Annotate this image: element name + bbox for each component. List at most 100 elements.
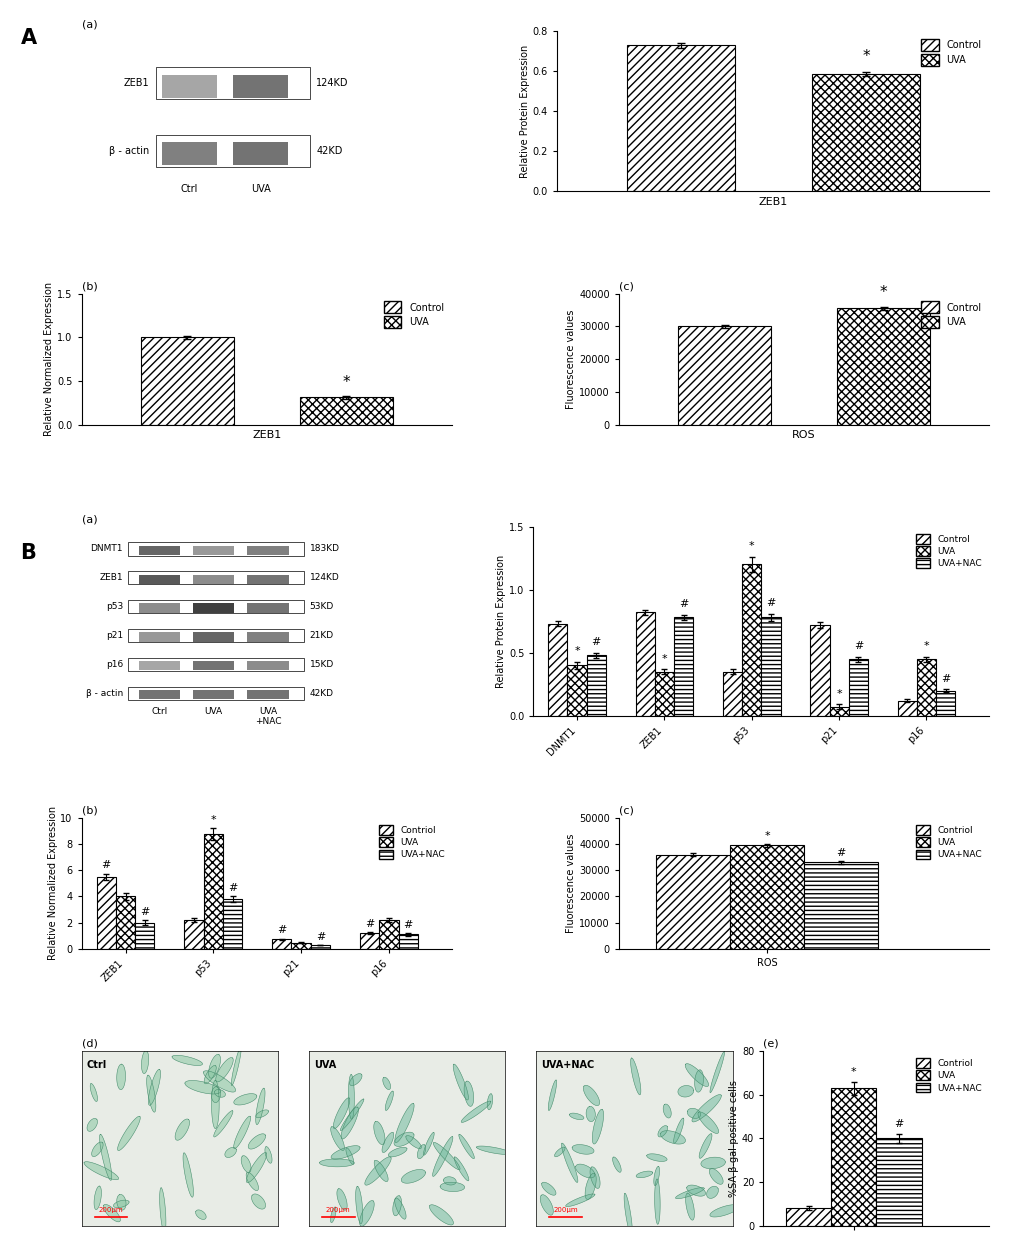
Polygon shape (330, 1126, 344, 1150)
Bar (232, 74, 288, 98)
Text: (d): (d) (82, 1038, 98, 1048)
Text: Ctrl: Ctrl (180, 184, 198, 194)
Polygon shape (586, 1106, 595, 1121)
Polygon shape (184, 1081, 220, 1094)
Bar (586, 655, 605, 715)
X-axis label: ZEB1: ZEB1 (758, 197, 787, 207)
Bar (128, 572, 304, 585)
Polygon shape (394, 1104, 414, 1143)
Bar (193, 661, 234, 670)
Bar (116, 896, 136, 949)
Text: 200μm: 200μm (326, 1208, 351, 1213)
Polygon shape (393, 1133, 414, 1146)
Polygon shape (630, 1058, 640, 1095)
Text: (b): (b) (82, 282, 97, 292)
Bar (97, 877, 116, 949)
Polygon shape (330, 1207, 335, 1223)
Text: (e): (e) (762, 1038, 779, 1048)
Polygon shape (443, 1177, 455, 1185)
Text: *: * (763, 831, 769, 841)
Text: β - actin: β - actin (109, 146, 150, 156)
Text: DNMT1: DNMT1 (91, 544, 123, 553)
X-axis label: ROS: ROS (792, 430, 815, 440)
Text: UVA
+NAC: UVA +NAC (255, 706, 281, 727)
Bar (193, 546, 234, 554)
Bar (193, 574, 234, 583)
Polygon shape (103, 1204, 120, 1222)
Polygon shape (100, 1134, 112, 1180)
Polygon shape (687, 1109, 700, 1119)
Text: (a): (a) (82, 19, 97, 29)
Text: A: A (20, 28, 37, 48)
Text: 124KD: 124KD (316, 78, 348, 88)
Polygon shape (423, 1133, 434, 1155)
Text: 42KD: 42KD (310, 689, 333, 698)
Polygon shape (340, 1107, 358, 1139)
Polygon shape (87, 1119, 98, 1131)
Polygon shape (116, 1065, 125, 1090)
Bar (248, 574, 288, 583)
Bar (193, 690, 234, 699)
Polygon shape (685, 1193, 694, 1221)
Polygon shape (204, 1071, 235, 1092)
Polygon shape (211, 1080, 219, 1129)
Bar (128, 543, 304, 556)
Text: #: # (941, 674, 950, 684)
Text: #: # (316, 931, 325, 941)
Bar (722, 671, 742, 715)
Bar (248, 546, 288, 554)
Bar (139, 661, 180, 670)
Bar (272, 939, 291, 949)
Bar (803, 862, 877, 949)
Polygon shape (365, 1156, 391, 1185)
Text: #: # (277, 925, 286, 935)
Bar (248, 690, 288, 699)
Text: *: * (210, 815, 216, 825)
Polygon shape (646, 1154, 666, 1161)
Polygon shape (662, 1104, 671, 1117)
Polygon shape (246, 1173, 258, 1190)
Bar (809, 625, 828, 715)
Polygon shape (248, 1134, 265, 1149)
Text: (b): (b) (82, 806, 97, 816)
Polygon shape (382, 1133, 393, 1153)
Polygon shape (331, 1145, 360, 1159)
Polygon shape (566, 1194, 594, 1207)
Text: 124KD: 124KD (310, 573, 339, 582)
Polygon shape (548, 1080, 556, 1110)
Polygon shape (487, 1094, 492, 1110)
Text: Ctrl: Ctrl (151, 706, 167, 715)
Legend: Contriol, UVA, UVA+NAC: Contriol, UVA, UVA+NAC (912, 822, 984, 862)
Bar (626, 45, 734, 191)
Polygon shape (233, 1094, 257, 1105)
Polygon shape (265, 1146, 272, 1163)
Text: 21KD: 21KD (310, 631, 333, 640)
Polygon shape (459, 1134, 474, 1159)
X-axis label: ZEB1: ZEB1 (252, 430, 281, 440)
Bar (300, 397, 392, 425)
Polygon shape (388, 1148, 407, 1156)
Text: *: * (661, 654, 666, 664)
Polygon shape (356, 1187, 363, 1224)
Bar (291, 943, 311, 949)
Polygon shape (148, 1070, 160, 1105)
Bar (193, 632, 234, 641)
Legend: Contriol, UVA, UVA+NAC: Contriol, UVA, UVA+NAC (376, 822, 447, 862)
Text: #: # (102, 860, 111, 870)
Bar (156, 134, 310, 167)
Polygon shape (583, 1085, 599, 1106)
Bar (828, 706, 848, 715)
Text: UVA+NAC: UVA+NAC (541, 1060, 594, 1070)
Bar (935, 690, 955, 715)
Polygon shape (231, 1047, 240, 1086)
Bar (223, 899, 243, 949)
Polygon shape (382, 1077, 390, 1090)
Text: #: # (404, 920, 413, 930)
Bar (398, 934, 418, 949)
Text: (c): (c) (619, 282, 633, 292)
Polygon shape (374, 1160, 388, 1182)
Text: #: # (853, 641, 862, 651)
Bar (139, 603, 180, 612)
Polygon shape (214, 1111, 232, 1138)
Polygon shape (224, 1148, 236, 1158)
